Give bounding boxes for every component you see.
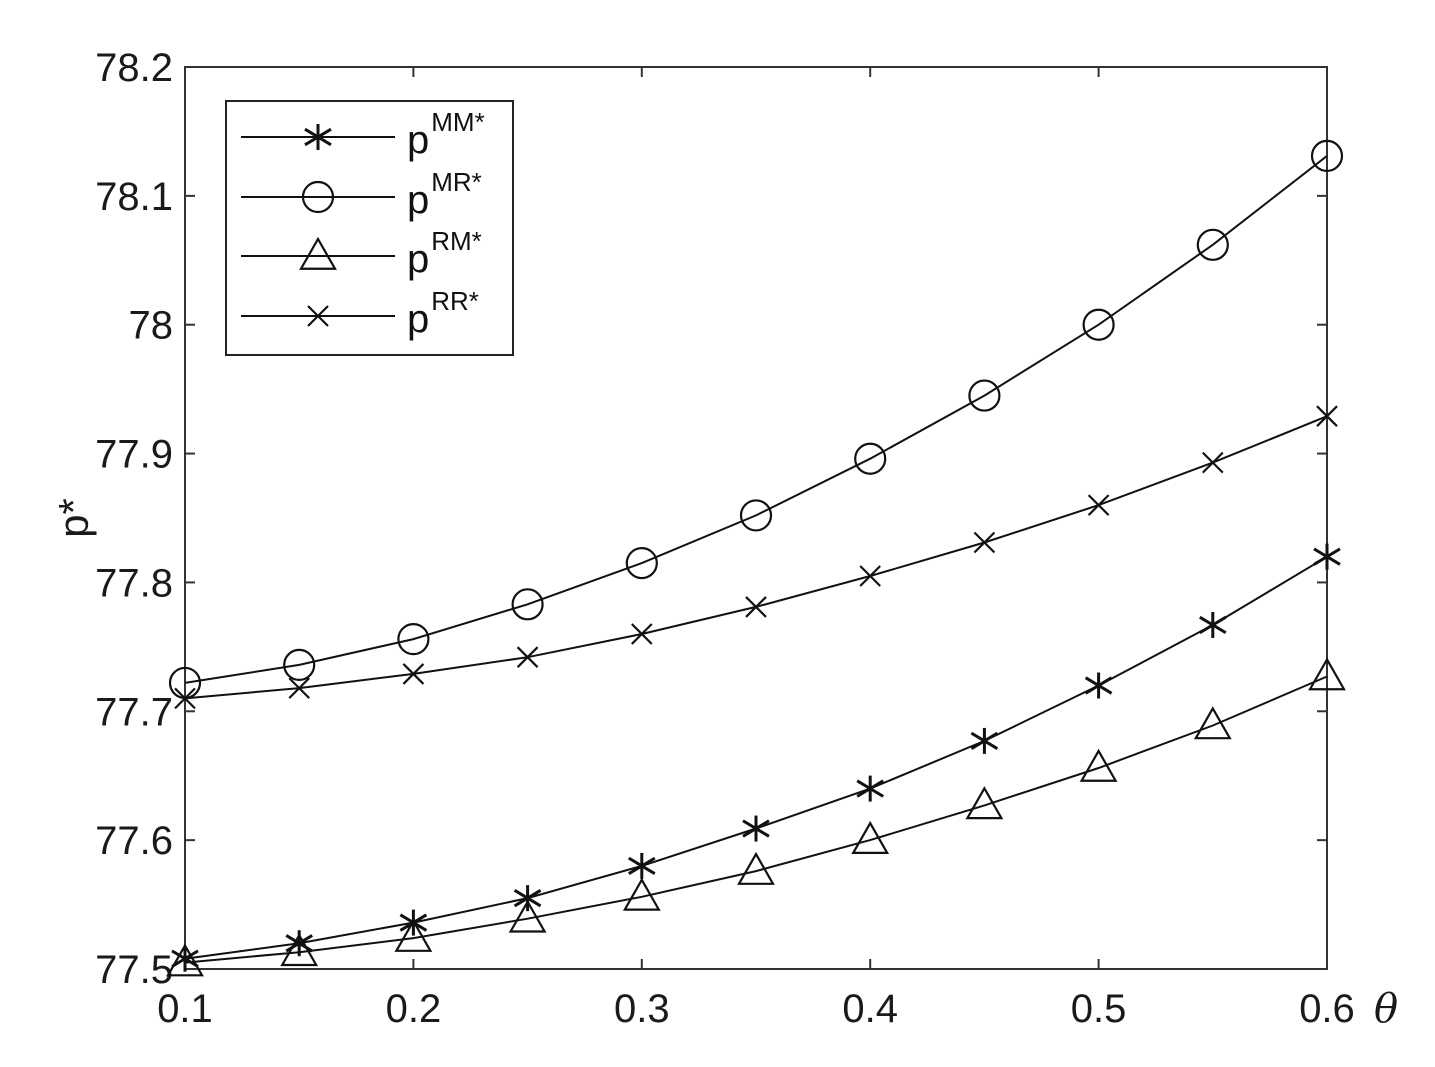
- point-mr-10: [1310, 139, 1344, 173]
- point-rm-8: [1079, 748, 1118, 782]
- point-rr-4: [631, 623, 653, 645]
- point-rm-5: [737, 851, 775, 885]
- legend-marker: [304, 124, 332, 150]
- point-mm-3: [513, 885, 542, 912]
- legend-label: pMM*: [407, 107, 485, 162]
- x-tick-label: 0.2: [386, 987, 442, 1031]
- point-rr-9: [1202, 451, 1224, 474]
- legend-entry-mr: pMR*: [241, 167, 482, 222]
- legend-entry-rr: pRR*: [241, 286, 479, 341]
- legend-label-base: p: [407, 118, 429, 162]
- point-rm-1: [280, 933, 319, 967]
- legend-marker: [299, 236, 337, 270]
- point-rr-0: [174, 687, 196, 710]
- legend-label: pRM*: [407, 226, 482, 281]
- point-rm-9: [1193, 706, 1232, 740]
- point-mr-3: [511, 588, 544, 621]
- point-rm-10: [1308, 657, 1346, 691]
- point-mm-5: [742, 815, 770, 842]
- x-tick-label: 0.5: [1071, 987, 1127, 1031]
- y-tick-label: 77.9: [95, 433, 173, 477]
- point-rr-1: [288, 677, 310, 699]
- y-tick-label: 77.5: [95, 948, 173, 992]
- y-axis-label-text: p*: [50, 498, 97, 538]
- x-tick-label: 0.3: [614, 987, 670, 1031]
- y-tick-label: 78.2: [95, 46, 173, 90]
- legend-label-base: p: [407, 297, 429, 341]
- point-rm-4: [622, 877, 661, 911]
- point-mr-4: [625, 546, 658, 580]
- x-tick-label: 0.4: [842, 987, 898, 1031]
- point-rr-7: [973, 531, 996, 554]
- point-mr-2: [397, 623, 430, 656]
- legend-label-superscript: MR*: [431, 167, 482, 197]
- legend-entry-rm: pRM*: [241, 226, 482, 281]
- point-mm-9: [1199, 611, 1227, 638]
- point-rr-5: [745, 596, 767, 618]
- axis-ticks: 77.5 77.6 77.7 77.8 77.9 78 78.1 78.2 0.1 0.2 0.3 0…: [95, 46, 1355, 1031]
- point-rm-2: [394, 918, 433, 952]
- point-mr-5: [739, 499, 773, 532]
- point-mr-8: [1082, 308, 1115, 341]
- y-tick-label: 77.6: [95, 819, 173, 863]
- legend-box: [225, 100, 514, 356]
- point-mm-4: [628, 852, 656, 879]
- legend-marker: [307, 305, 329, 327]
- y-tick-label: 77.7: [95, 690, 173, 734]
- point-rr-3: [516, 646, 539, 668]
- legend-entry-mm: pMM*: [241, 107, 485, 162]
- legend-label: pMR*: [407, 167, 482, 222]
- point-rm-6: [851, 820, 890, 854]
- point-mm-10: [1313, 543, 1341, 570]
- legend-label-superscript: RR*: [431, 286, 479, 316]
- legend-marker: [301, 180, 335, 214]
- x-tick-label: 0.1: [157, 987, 213, 1031]
- point-mm-6: [856, 775, 884, 802]
- series-line-rm: [184, 675, 1328, 964]
- legend-label-base: p: [407, 178, 429, 222]
- x-tick-label: 0.6: [1299, 987, 1355, 1031]
- point-rr-10: [1316, 405, 1338, 427]
- y-axis-label: p*: [50, 498, 97, 538]
- y-tick-label: 78: [129, 304, 174, 348]
- x-axis-label: θ: [1374, 986, 1398, 1032]
- point-mr-7: [968, 379, 1001, 412]
- legend-label-superscript: MM*: [431, 107, 484, 137]
- point-rm-0: [166, 943, 204, 977]
- series-line-mr: [184, 155, 1328, 684]
- legend-label: pRR*: [407, 286, 479, 341]
- legend: pMM*pMR*pRM*pRR*: [225, 100, 514, 356]
- point-rr-8: [1087, 494, 1110, 516]
- y-tick-label: 78.1: [95, 175, 173, 219]
- point-mr-9: [1196, 228, 1229, 261]
- point-rm-3: [508, 899, 547, 933]
- point-mr-6: [854, 442, 887, 475]
- y-tick-label: 77.8: [95, 561, 173, 605]
- point-mm-0: [171, 945, 199, 972]
- legend-label-base: p: [407, 237, 429, 281]
- point-rm-7: [965, 786, 1004, 820]
- point-mm-7: [970, 727, 999, 754]
- point-rr-2: [402, 663, 425, 685]
- series-markers: [166, 139, 1346, 977]
- point-rr-6: [859, 565, 881, 587]
- point-mr-1: [283, 648, 316, 681]
- point-mm-8: [1084, 672, 1113, 699]
- legend-label-superscript: RM*: [431, 226, 482, 256]
